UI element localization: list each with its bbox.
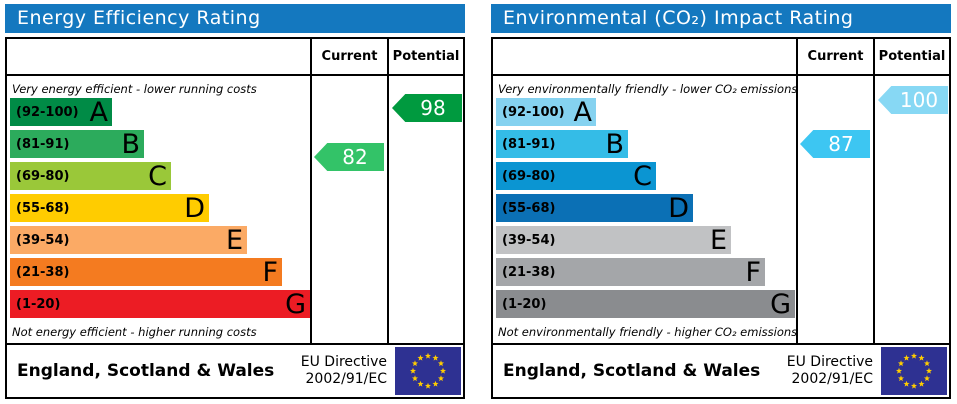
band-letter: A bbox=[573, 96, 592, 128]
current-rating-value: 87 bbox=[828, 132, 854, 156]
column-divider bbox=[310, 39, 312, 343]
band-letter: F bbox=[745, 256, 761, 288]
band-row-a: (92-100) A bbox=[496, 98, 596, 126]
band-range: (92-100) bbox=[16, 104, 79, 120]
band-row-g: (1-20) G bbox=[10, 290, 310, 318]
co2-rating-table: Current Potential Very environmentally f… bbox=[491, 37, 951, 345]
current-rating-value: 82 bbox=[342, 145, 368, 169]
region-label: England, Scotland & Wales bbox=[17, 361, 275, 381]
eer-title-bar: Energy Efficiency Rating bbox=[5, 4, 465, 33]
eer-rating-table: Current Potential Very energy efficient … bbox=[5, 37, 465, 345]
eer-title: Energy Efficiency Rating bbox=[17, 7, 261, 29]
band-letter: D bbox=[668, 192, 689, 224]
eu-flag-icon bbox=[881, 347, 947, 395]
band-row-e: (39-54) E bbox=[496, 226, 731, 254]
region-label: England, Scotland & Wales bbox=[503, 361, 761, 381]
band-letter: C bbox=[633, 160, 652, 192]
band-row-f: (21-38) F bbox=[10, 258, 282, 286]
band-range: (1-20) bbox=[16, 296, 61, 312]
column-divider bbox=[387, 39, 389, 343]
co2-footer: England, Scotland & Wales EU Directive 2… bbox=[491, 343, 951, 399]
band-letter: G bbox=[285, 288, 306, 320]
band-range: (1-20) bbox=[502, 296, 547, 312]
potential-rating-arrow: 98 bbox=[392, 94, 462, 122]
co2-impact-panel: Environmental (CO₂) Impact Rating Curren… bbox=[491, 4, 951, 399]
band-range: (92-100) bbox=[502, 104, 565, 120]
band-row-c: (69-80) C bbox=[496, 162, 656, 190]
potential-rating-value: 100 bbox=[899, 88, 939, 112]
co2-title-bar: Environmental (CO₂) Impact Rating bbox=[491, 4, 951, 33]
band-row-f: (21-38) F bbox=[496, 258, 765, 286]
co2-title: Environmental (CO₂) Impact Rating bbox=[503, 7, 854, 29]
header-divider bbox=[7, 74, 463, 76]
band-range: (21-38) bbox=[16, 264, 70, 280]
header-divider bbox=[493, 74, 949, 76]
band-range: (55-68) bbox=[502, 200, 556, 216]
band-row-a: (92-100) A bbox=[10, 98, 112, 126]
current-rating-arrow: 82 bbox=[314, 143, 384, 171]
band-letter: E bbox=[709, 224, 727, 256]
band-row-g: (1-20) G bbox=[496, 290, 795, 318]
band-letter: A bbox=[89, 96, 108, 128]
band-letter: E bbox=[225, 224, 243, 256]
column-header-current: Current bbox=[321, 49, 378, 64]
eu-flag-icon bbox=[395, 347, 461, 395]
band-row-b: (81-91) B bbox=[10, 130, 144, 158]
band-range: (39-54) bbox=[16, 232, 70, 248]
band-range: (39-54) bbox=[502, 232, 556, 248]
band-letter: C bbox=[148, 160, 167, 192]
band-range: (69-80) bbox=[502, 168, 556, 184]
energy-efficiency-panel: Energy Efficiency Rating Current Potenti… bbox=[5, 4, 465, 399]
column-header-potential: Potential bbox=[392, 49, 460, 64]
band-range: (21-38) bbox=[502, 264, 556, 280]
band-row-e: (39-54) E bbox=[10, 226, 247, 254]
band-row-b: (81-91) B bbox=[496, 130, 628, 158]
potential-rating-value: 98 bbox=[420, 96, 446, 120]
eu-directive-label: EU Directive 2002/91/EC bbox=[300, 354, 387, 387]
band-letter: B bbox=[605, 128, 624, 160]
column-divider bbox=[796, 39, 798, 343]
band-range: (55-68) bbox=[16, 200, 70, 216]
current-rating-arrow: 87 bbox=[800, 130, 870, 158]
top-note: Very energy efficient - lower running co… bbox=[12, 82, 257, 96]
band-letter: G bbox=[770, 288, 791, 320]
potential-rating-arrow: 100 bbox=[878, 86, 948, 114]
eu-directive-label: EU Directive 2002/91/EC bbox=[786, 354, 873, 387]
band-row-d: (55-68) D bbox=[496, 194, 693, 222]
band-letter: B bbox=[121, 128, 140, 160]
band-range: (69-80) bbox=[16, 168, 70, 184]
bottom-note: Not environmentally friendly - higher CO… bbox=[498, 325, 798, 339]
band-row-c: (69-80) C bbox=[10, 162, 171, 190]
band-row-d: (55-68) D bbox=[10, 194, 209, 222]
bottom-note: Not energy efficient - higher running co… bbox=[12, 325, 257, 339]
top-note: Very environmentally friendly - lower CO… bbox=[498, 82, 798, 96]
band-letter: F bbox=[262, 256, 278, 288]
eer-footer: England, Scotland & Wales EU Directive 2… bbox=[5, 343, 465, 399]
band-letter: D bbox=[184, 192, 205, 224]
column-divider bbox=[873, 39, 875, 343]
column-header-current: Current bbox=[807, 49, 864, 64]
band-range: (81-91) bbox=[502, 136, 556, 152]
band-range: (81-91) bbox=[16, 136, 70, 152]
column-header-potential: Potential bbox=[878, 49, 946, 64]
